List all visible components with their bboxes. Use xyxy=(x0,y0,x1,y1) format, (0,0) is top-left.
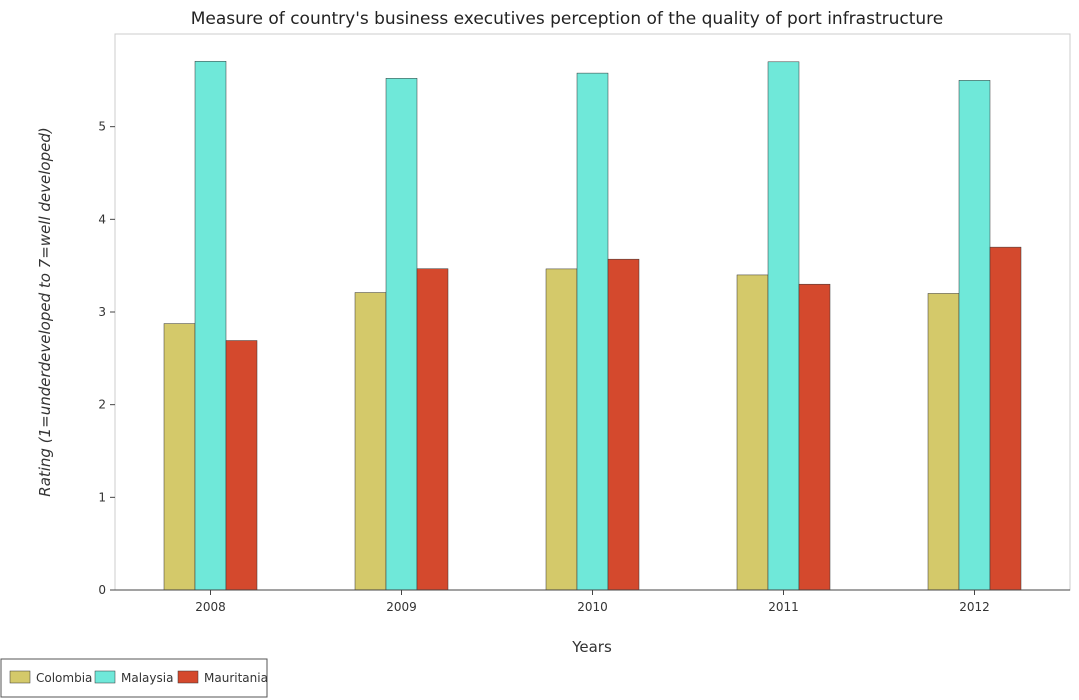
legend-label-mauritania: Mauritania xyxy=(204,671,268,685)
bar-mauritania-2008 xyxy=(225,340,258,591)
x-tick-label-2012: 2012 xyxy=(959,600,990,614)
legend-label-colombia: Colombia xyxy=(36,671,92,685)
bar-colombia-2011 xyxy=(736,274,769,591)
bar-colombia-2008 xyxy=(163,323,196,591)
legend-swatch-malaysia xyxy=(94,670,116,684)
bar-malaysia-2012 xyxy=(958,80,991,591)
bar-malaysia-2011 xyxy=(767,61,800,591)
bar-malaysia-2010 xyxy=(576,72,609,591)
chart-title: Measure of country's business executives… xyxy=(191,9,944,29)
legend-box xyxy=(0,658,268,698)
y-axis: 0 1 2 3 4 5 xyxy=(98,120,115,597)
x-tick-label-2009: 2009 xyxy=(386,600,417,614)
legend: Colombia Malaysia Mauritania xyxy=(0,658,268,698)
legend-swatch-colombia xyxy=(9,670,31,684)
bar-mauritania-2011 xyxy=(798,283,831,591)
bar-colombia-2010 xyxy=(545,268,578,591)
bar-malaysia-2008 xyxy=(194,60,227,591)
bar-mauritania-2010 xyxy=(607,258,640,591)
x-tick-label-2011: 2011 xyxy=(768,600,799,614)
y-tick-label-1: 1 xyxy=(98,490,106,504)
legend-swatch-mauritania xyxy=(177,670,199,684)
x-tick-label-2010: 2010 xyxy=(577,600,608,614)
y-tick-label-5: 5 xyxy=(98,120,106,134)
legend-label-malaysia: Malaysia xyxy=(121,671,173,685)
bar-colombia-2012 xyxy=(927,293,960,591)
y-tick-label-3: 3 xyxy=(98,305,106,319)
bar-mauritania-2009 xyxy=(416,268,449,591)
x-tick-label-2008: 2008 xyxy=(195,600,226,614)
bar-malaysia-2009 xyxy=(385,78,418,591)
x-axis: 2008 2009 2010 2011 2012 xyxy=(115,589,1070,614)
y-tick-label-4: 4 xyxy=(98,212,106,226)
plot-area: 2008 2009 2010 2011 2012 0 1 2 3 4 5 xyxy=(98,33,1071,614)
bar-mauritania-2012 xyxy=(989,246,1022,591)
bar-colombia-2009 xyxy=(354,292,387,591)
y-axis-label: Rating (1=underdeveloped to 7=well devel… xyxy=(36,127,54,496)
y-tick-label-2: 2 xyxy=(98,398,106,412)
y-tick-label-0: 0 xyxy=(98,583,106,597)
x-axis-label: Years xyxy=(571,638,612,656)
